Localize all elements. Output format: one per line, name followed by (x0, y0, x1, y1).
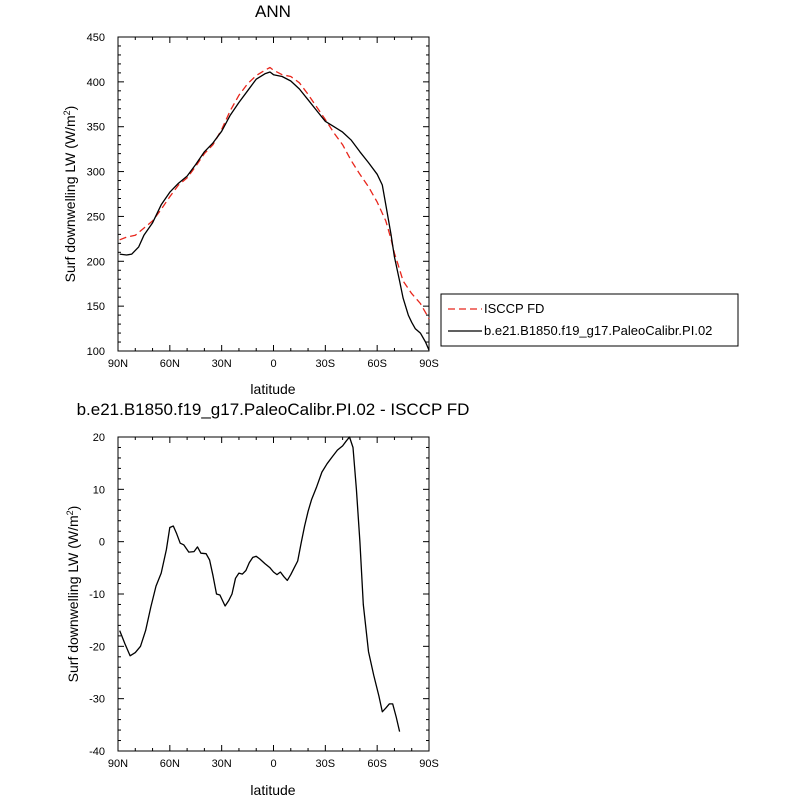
top-x-tick-label: 60N (160, 358, 180, 370)
top-x-tick-label: 30S (316, 358, 336, 370)
bottom-axis-ticks: 90N 60N 30N 0 30S 60S 90S -40 -30 -20 -10 0 10 20 (89, 432, 439, 770)
top-y-axis-label-main: Surf downwelling LW (W/m (62, 115, 78, 282)
top-y-tick-label: 350 (87, 122, 105, 134)
top-series-line-1 (119, 71, 430, 351)
bottom-x-tick-label: 30N (212, 758, 232, 770)
top-panel: ANN 90N 60N 30N 0 30S 60S 90S 100 150 200 250 300 35… (62, 2, 739, 397)
top-y-tick-label: 150 (87, 301, 105, 313)
top-plot-frame (117, 36, 430, 352)
bottom-y-tick-label: -10 (89, 589, 105, 601)
top-series-lines (119, 66, 430, 351)
top-y-tick-label: 100 (87, 346, 105, 358)
top-x-tick-label: 90S (419, 358, 439, 370)
top-y-tick-label: 250 (87, 211, 105, 223)
top-y-axis-label: Surf downwelling LW (W/m2) (62, 106, 78, 283)
bottom-y-tick-label: 0 (99, 537, 105, 549)
bottom-plot-frame (117, 436, 430, 752)
top-y-tick-label: 300 (87, 167, 105, 179)
top-y-axis-label-close: ) (62, 106, 78, 111)
bottom-series-line-0 (119, 436, 401, 732)
bottom-chart-title: b.e21.B1850.f19_g17.PaleoCalibr.PI.02 - … (77, 400, 470, 419)
top-x-tick-label: 30N (212, 358, 232, 370)
bottom-y-axis-label-sup: 2 (65, 510, 75, 515)
legend-box (440, 293, 739, 347)
top-series-line-0 (119, 66, 430, 320)
bottom-y-axis-label-main: Surf downwelling LW (W/m (65, 515, 81, 682)
bottom-y-tick-label: -20 (89, 641, 105, 653)
legend: ISCCP FD b.e21.B1850.f19_g17.PaleoCalibr… (440, 293, 739, 347)
top-x-axis-label: latitude (250, 381, 295, 397)
bottom-y-tick-label: 20 (93, 432, 105, 444)
bottom-y-tick-label: -30 (89, 694, 105, 706)
top-axis-ticks: 90N 60N 30N 0 30S 60S 90S 100 150 200 250 300 350 400… (87, 32, 439, 370)
bottom-y-tick-label: 10 (93, 484, 105, 496)
bottom-x-tick-label: 30S (316, 758, 336, 770)
bottom-x-tick-label: 0 (270, 758, 276, 770)
bottom-x-tick-label: 60S (367, 758, 387, 770)
bottom-x-axis-label: latitude (250, 782, 295, 798)
bottom-x-tick-label: 90S (419, 758, 439, 770)
top-x-tick-label: 0 (270, 358, 276, 370)
legend-label-model: b.e21.B1850.f19_g17.PaleoCalibr.PI.02 (484, 323, 712, 338)
bottom-y-axis-label: Surf downwelling LW (W/m2) (65, 506, 81, 683)
bottom-series-lines (119, 436, 401, 732)
top-y-tick-label: 400 (87, 77, 105, 89)
bottom-x-tick-label: 60N (160, 758, 180, 770)
legend-label-isccp: ISCCP FD (484, 301, 544, 316)
top-y-axis-label-sup: 2 (62, 110, 72, 115)
top-chart-title: ANN (255, 2, 291, 21)
bottom-x-tick-label: 90N (108, 758, 128, 770)
top-y-tick-label: 450 (87, 32, 105, 44)
top-x-tick-label: 90N (108, 358, 128, 370)
bottom-panel: b.e21.B1850.f19_g17.PaleoCalibr.PI.02 - … (65, 400, 469, 798)
top-y-tick-label: 200 (87, 256, 105, 268)
bottom-y-axis-label-close: ) (65, 506, 81, 511)
top-x-tick-label: 60S (367, 358, 387, 370)
bottom-y-tick-label: -40 (89, 746, 105, 758)
